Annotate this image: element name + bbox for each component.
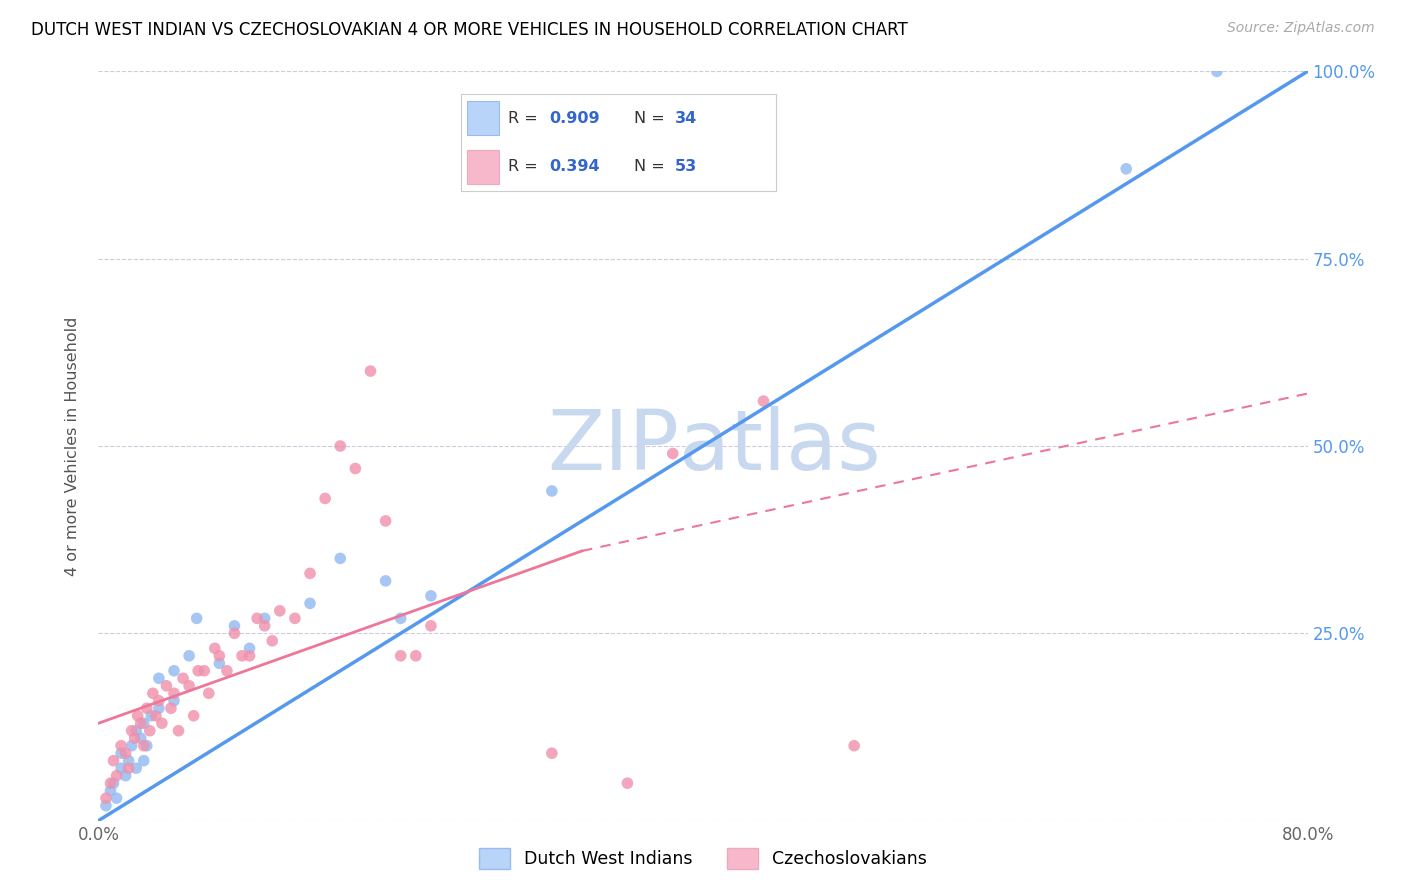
Point: [160, 701, 183, 715]
Point: [360, 364, 382, 378]
Point: [145, 708, 167, 723]
Point: [193, 664, 215, 678]
Point: [94, 791, 117, 805]
Point: [299, 566, 322, 581]
Point: [752, 394, 775, 409]
Point: [163, 694, 186, 708]
Point: [139, 723, 162, 738]
Point: [100, 776, 122, 790]
Point: [239, 648, 262, 663]
Point: [299, 596, 322, 610]
Point: [389, 611, 412, 625]
Point: [269, 604, 291, 618]
Point: [94, 798, 117, 813]
Point: [246, 611, 269, 625]
Point: [105, 791, 128, 805]
Point: [374, 514, 396, 528]
Point: [540, 746, 562, 760]
Point: [125, 723, 148, 738]
Point: [231, 648, 253, 663]
Point: [132, 754, 155, 768]
Point: [163, 686, 186, 700]
Point: [208, 657, 231, 671]
Point: [420, 589, 443, 603]
Point: [142, 686, 165, 700]
Point: [155, 679, 177, 693]
Point: [110, 761, 132, 775]
Point: [284, 611, 307, 625]
Point: [172, 671, 194, 685]
Point: [1115, 161, 1137, 176]
Point: [262, 633, 284, 648]
Point: [121, 739, 143, 753]
Point: [132, 716, 155, 731]
Point: [118, 761, 141, 775]
Point: [148, 701, 170, 715]
Point: [374, 574, 396, 588]
Point: [179, 648, 201, 663]
Point: [420, 619, 443, 633]
Point: [215, 664, 238, 678]
Point: [616, 776, 638, 790]
Point: [186, 611, 208, 625]
Point: [208, 648, 231, 663]
Point: [150, 716, 173, 731]
Point: [105, 769, 128, 783]
Point: [129, 731, 152, 746]
Point: [118, 754, 141, 768]
Point: [124, 731, 146, 746]
Point: [329, 551, 352, 566]
Point: [148, 694, 170, 708]
Point: [163, 664, 186, 678]
Point: [661, 446, 683, 460]
Point: [141, 708, 163, 723]
Point: [344, 461, 367, 475]
Point: [110, 746, 132, 760]
Point: [135, 739, 157, 753]
Point: [314, 491, 336, 506]
Y-axis label: 4 or more Vehicles in Household: 4 or more Vehicles in Household: [65, 317, 80, 575]
Point: [103, 754, 125, 768]
Point: [148, 671, 170, 685]
Point: [127, 708, 149, 723]
Point: [405, 648, 427, 663]
Point: [224, 619, 246, 633]
Point: [125, 761, 148, 775]
Legend: Dutch West Indians, Czechoslovakians: Dutch West Indians, Czechoslovakians: [472, 840, 934, 876]
Point: [540, 483, 562, 498]
Point: [135, 701, 157, 715]
Point: [253, 611, 276, 625]
Text: DUTCH WEST INDIAN VS CZECHOSLOVAKIAN 4 OR MORE VEHICLES IN HOUSEHOLD CORRELATION: DUTCH WEST INDIAN VS CZECHOSLOVAKIAN 4 O…: [31, 21, 908, 38]
Point: [179, 679, 201, 693]
Point: [239, 641, 262, 656]
Point: [197, 686, 219, 700]
Point: [129, 716, 152, 731]
Point: [204, 641, 226, 656]
Text: ZIP: ZIP: [547, 406, 679, 486]
Point: [121, 723, 143, 738]
Point: [114, 769, 136, 783]
Point: [389, 648, 412, 663]
Text: Source: ZipAtlas.com: Source: ZipAtlas.com: [1227, 21, 1375, 35]
Text: atlas: atlas: [679, 406, 880, 486]
Point: [183, 708, 205, 723]
Point: [329, 439, 352, 453]
Point: [114, 746, 136, 760]
Point: [103, 776, 125, 790]
Point: [1206, 64, 1229, 78]
Point: [253, 619, 276, 633]
Point: [224, 626, 246, 640]
Point: [167, 723, 190, 738]
Point: [187, 664, 209, 678]
Point: [844, 739, 866, 753]
Point: [132, 739, 155, 753]
Point: [110, 739, 132, 753]
Point: [100, 783, 122, 797]
